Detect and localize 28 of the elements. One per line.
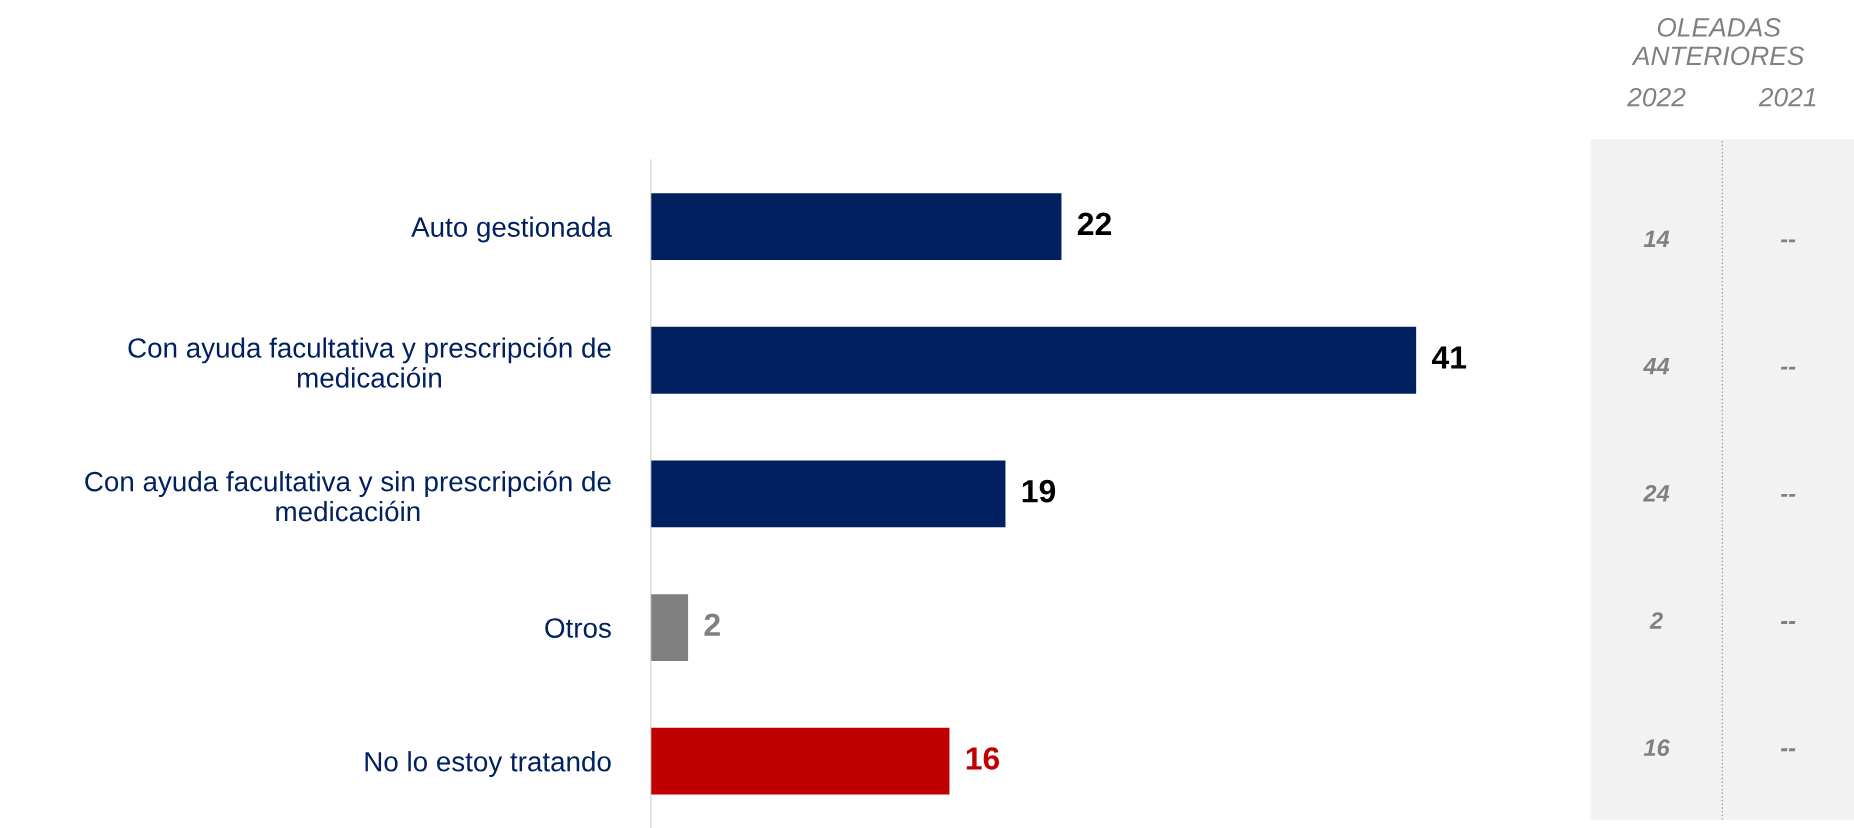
text: 24	[1643, 484, 1670, 502]
text: --	[1780, 621, 1796, 624]
category-label: 2022	[1627, 87, 1686, 107]
text: --	[1780, 239, 1796, 243]
text: --	[1780, 366, 1796, 370]
bar	[650, 727, 950, 795]
text: OLEADAS ANTERIORES	[1631, 18, 1805, 66]
text: 44	[1643, 357, 1670, 375]
text: --	[1780, 493, 1796, 497]
data-label: 2	[704, 613, 720, 636]
y-tick-label: Con ayuda facultativa y prescripción de medicacióin	[128, 337, 611, 388]
category-label: 2021	[1758, 87, 1816, 107]
y-tick-label: Otros	[545, 618, 611, 638]
data-label: 41	[1431, 346, 1467, 369]
text: --	[1780, 748, 1796, 752]
data-label: 19	[1022, 479, 1056, 503]
bar	[650, 594, 689, 661]
data-label: 22	[1077, 212, 1112, 235]
bar	[650, 326, 1417, 394]
text: 16	[1643, 739, 1670, 757]
text: 2	[1649, 612, 1663, 629]
y-tick-label: No lo estoy tratando	[365, 751, 611, 778]
y-tick-label: Auto gestionada	[411, 216, 612, 243]
y-tick-label: Con ayuda facultativa y sin prescripción de medicacióin	[85, 470, 611, 522]
bar	[650, 193, 1062, 261]
text: 14	[1643, 230, 1670, 247]
bar	[650, 460, 1006, 528]
data-label: 16	[966, 747, 1000, 770]
